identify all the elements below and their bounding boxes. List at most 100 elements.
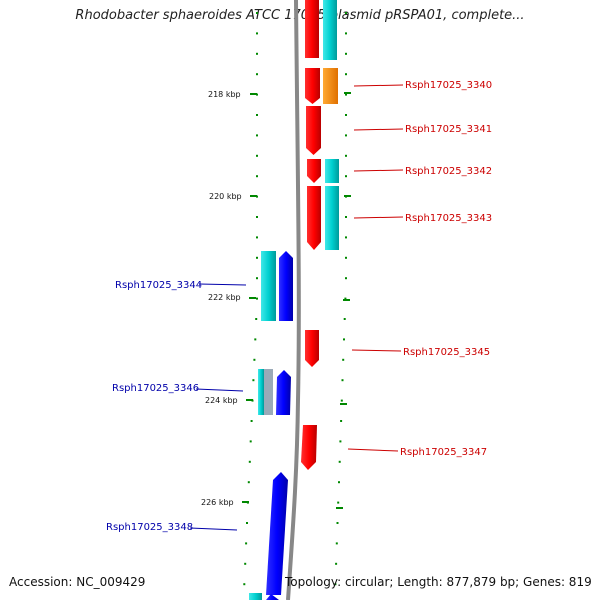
accession-text: Accession: NC_009429 [9, 575, 146, 589]
cds-cyan-feature[interactable] [325, 186, 339, 250]
scale-label-226: 226 kbp [201, 498, 234, 507]
scale-minor-tick [338, 460, 341, 463]
scale-minor-tick [340, 420, 343, 422]
scale-minor-tick [249, 440, 252, 443]
cds-rsph17025-3342[interactable] [307, 159, 321, 183]
scale-tick-track-right [334, 12, 347, 586]
scale-minor-tick [256, 52, 258, 55]
label-leader [353, 169, 404, 172]
scale-minor-tick [345, 12, 347, 14]
topology-text: Topology: circular; Length: 877,879 bp; … [285, 575, 592, 589]
scale-minor-tick [256, 236, 258, 239]
scale-minor-tick [336, 522, 339, 524]
cds-cyan-feature[interactable] [325, 159, 339, 183]
scale-minor-tick [345, 93, 347, 96]
scale-major-tick [250, 195, 257, 197]
label-leader [195, 388, 244, 392]
cds-rsph17025-3344[interactable] [279, 251, 293, 321]
scale-label-224: 224 kbp [205, 396, 238, 405]
cds-reverse-partial[interactable] [266, 594, 279, 600]
scale-minor-tick [345, 134, 347, 137]
cds-gray-feature[interactable] [264, 369, 273, 415]
scale-major-tick [344, 92, 351, 94]
scale-minor-tick [338, 481, 340, 484]
label-leader [347, 448, 399, 452]
scale-minor-tick [342, 358, 345, 361]
scale-minor-tick [256, 256, 258, 259]
scale-minor-tick [345, 52, 347, 55]
scale-minor-tick [256, 12, 258, 14]
scale-minor-tick [345, 216, 347, 218]
scale-major-tick [344, 195, 351, 197]
label-leader [353, 84, 404, 87]
scale-minor-tick [334, 583, 337, 586]
scale-label-222: 222 kbp [208, 293, 241, 302]
scale-minor-tick [345, 73, 347, 76]
cds-cyan-feature[interactable] [258, 369, 264, 415]
scale-minor-tick [248, 460, 251, 463]
scale-minor-tick [345, 114, 347, 116]
cds-cyan-feature[interactable] [261, 251, 276, 321]
scale-minor-tick [247, 481, 250, 484]
scale-minor-tick [256, 277, 258, 280]
scale-label-218: 218 kbp [208, 90, 241, 99]
label-leader [351, 349, 402, 352]
scale-minor-tick [256, 216, 258, 218]
cds-cyan-partial[interactable] [323, 0, 337, 60]
scale-minor-tick [335, 562, 338, 565]
map-title: Rhodobacter sphaeroides ATCC 17025 plasm… [75, 8, 525, 23]
cds-rsph17025-3346[interactable] [276, 370, 291, 415]
scale-minor-tick [255, 318, 258, 320]
scale-minor-tick [252, 379, 255, 382]
label-leader [198, 283, 247, 286]
scale-minor-tick [343, 318, 346, 320]
gene-label-rsph17025-3344[interactable]: Rsph17025_3344 [115, 280, 202, 291]
cds-rsph17025-3341[interactable] [306, 106, 321, 155]
gene-label-rsph17025-3346[interactable]: Rsph17025_3346 [112, 383, 199, 394]
scale-minor-tick [243, 583, 246, 586]
gene-label-rsph17025-3341[interactable]: Rsph17025_3341 [405, 124, 492, 135]
scale-major-tick [336, 507, 343, 509]
scale-major-tick [246, 399, 253, 401]
cds-rsph17025-3345[interactable] [305, 330, 319, 367]
cds-forward-partial[interactable] [305, 0, 319, 58]
cds-cyan-partial[interactable] [249, 593, 262, 600]
cds-orange-feature[interactable] [323, 68, 338, 104]
scale-minor-tick [256, 32, 258, 35]
scale-minor-tick [250, 420, 253, 422]
gene-label-rsph17025-3343[interactable]: Rsph17025_3343 [405, 213, 492, 224]
scale-minor-tick [345, 256, 347, 259]
gene-label-rsph17025-3348[interactable]: Rsph17025_3348 [106, 522, 193, 533]
cds-rsph17025-3347[interactable] [301, 425, 317, 470]
label-leader [189, 527, 238, 531]
cds-rsph17025-3340[interactable] [305, 68, 320, 104]
scale-minor-tick [345, 277, 347, 280]
scale-minor-tick [345, 236, 347, 239]
scale-major-tick [249, 297, 256, 299]
gene-label-rsph17025-3347[interactable]: Rsph17025_3347 [400, 447, 487, 458]
scale-major-tick [340, 403, 347, 405]
scale-minor-tick [256, 175, 258, 178]
scale-major-tick [343, 299, 350, 301]
scale-minor-tick [246, 522, 248, 524]
scale-minor-tick [256, 134, 258, 137]
cds-rsph17025-3343[interactable] [307, 186, 321, 250]
gene-label-rsph17025-3345[interactable]: Rsph17025_3345 [403, 347, 490, 358]
scale-minor-tick [345, 32, 347, 35]
gene-label-rsph17025-3340[interactable]: Rsph17025_3340 [405, 80, 492, 91]
scale-minor-tick [256, 73, 258, 76]
scale-minor-tick [254, 338, 257, 341]
scale-minor-tick [341, 379, 344, 382]
gene-label-rsph17025-3342[interactable]: Rsph17025_3342 [405, 166, 492, 177]
scale-minor-tick [345, 175, 347, 178]
scale-minor-tick [340, 399, 343, 402]
scale-minor-tick [253, 358, 256, 361]
scale-minor-tick [337, 501, 340, 504]
scale-minor-tick [345, 154, 347, 157]
scale-minor-tick [256, 154, 258, 157]
label-leader [353, 128, 404, 131]
scale-minor-tick [256, 114, 258, 116]
scale-minor-tick [244, 562, 247, 565]
cds-rsph17025-3348[interactable] [266, 472, 288, 595]
